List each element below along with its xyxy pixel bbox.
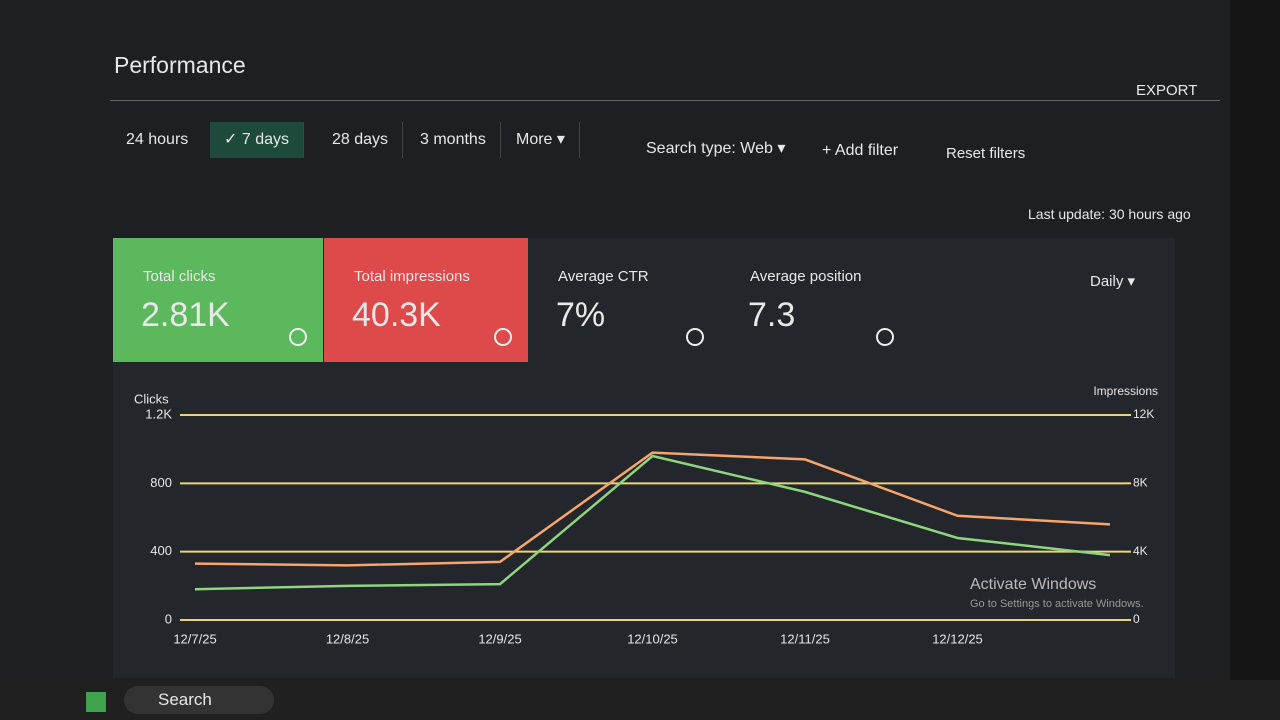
export-button[interactable]: EXPORT xyxy=(1136,82,1198,99)
range-button[interactable]: More ▾ xyxy=(502,122,580,158)
series-line xyxy=(194,454,1111,591)
taskbar-search[interactable]: Search xyxy=(124,686,274,714)
y2-tick-label: 8K xyxy=(1133,476,1148,490)
metric-label: Total clicks xyxy=(143,268,216,285)
x-tick-label: 12/11/25 xyxy=(780,631,830,646)
y-tick-label: 0 xyxy=(165,611,172,626)
page-title: Performance xyxy=(114,52,246,78)
granularity[interactable]: Daily ▾ xyxy=(1090,273,1136,290)
metric-card[interactable]: Total impressions 40.3K xyxy=(324,238,528,362)
divider xyxy=(110,100,1220,101)
range-label: 7 days xyxy=(241,131,289,148)
start-button[interactable] xyxy=(86,692,106,712)
metric-label: Total impressions xyxy=(354,268,470,285)
y2-tick-label: 4K xyxy=(1133,544,1148,558)
x-tick-label: 12/7/25 xyxy=(173,631,216,646)
taskbar: Search xyxy=(0,680,1280,720)
metric-value: 2.81K xyxy=(141,296,230,334)
search-type[interactable]: Search type: Web ▾ xyxy=(646,140,786,157)
range-button[interactable]: 24 hours xyxy=(126,131,189,148)
range-button[interactable]: 3 months xyxy=(406,122,501,158)
metric-card[interactable]: Average CTR 7% xyxy=(528,238,720,362)
x-tick-label: 12/9/25 xyxy=(478,631,521,646)
help-icon[interactable] xyxy=(686,328,704,346)
add-filter-label: Add filter xyxy=(834,142,899,159)
x-tick-label: 12/12/25 xyxy=(932,631,983,646)
metric-card[interactable]: Average position 7.3 xyxy=(720,238,910,362)
search-type-label: Search type: Web xyxy=(646,140,773,157)
y2-tick-label: 12K xyxy=(1133,407,1154,421)
y-tick-label: 800 xyxy=(150,475,172,490)
metric-label: Average position xyxy=(750,268,862,285)
chart: Clicks Impressions 0 400 800 1.2K 0 4K 8K 12K 12… xyxy=(134,384,1158,646)
y2-tick-label: 0 xyxy=(1133,612,1140,626)
range-label: More xyxy=(516,131,553,148)
metric-value: 40.3K xyxy=(352,296,441,334)
range-button[interactable]: 28 days xyxy=(318,122,404,158)
y-axis-title: Clicks xyxy=(134,391,169,406)
last-update: Last update: 30 hours ago xyxy=(1028,206,1191,222)
add-filter[interactable]: + Add filter xyxy=(822,142,898,160)
plus: + xyxy=(822,142,835,159)
y2-axis-title: Impressions xyxy=(1093,384,1158,398)
reset-filters[interactable]: Reset filters xyxy=(946,145,1026,162)
help-icon[interactable] xyxy=(494,328,512,346)
y-tick-label: 400 xyxy=(150,543,172,558)
metric-card[interactable]: Total clicks 2.81K xyxy=(113,238,323,362)
metric-value: 7% xyxy=(556,296,606,334)
watermark-text: Go to Settings to activate Windows. xyxy=(970,598,1144,610)
metric-label: Average CTR xyxy=(558,268,649,285)
screen: Performance EXPORT 24 hours ✓ 7 days 28 … xyxy=(0,0,1230,680)
check: ✓ xyxy=(224,131,242,148)
help-icon[interactable] xyxy=(289,328,307,346)
watermark-title: Activate Windows xyxy=(970,576,1097,593)
x-tick-label: 12/10/25 xyxy=(627,631,678,646)
series-line xyxy=(194,451,1111,567)
help-icon[interactable] xyxy=(876,328,894,346)
y-tick-label: 1.2K xyxy=(145,406,172,421)
x-tick-label: 12/8/25 xyxy=(326,631,369,646)
range-button[interactable]: ✓ 7 days xyxy=(210,122,304,158)
granularity-label: Daily xyxy=(1090,273,1124,290)
metric-value: 7.3 xyxy=(748,296,796,334)
